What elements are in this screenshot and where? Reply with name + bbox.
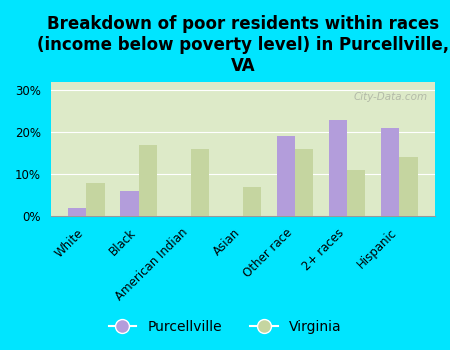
Bar <box>347 170 365 216</box>
Bar <box>381 128 399 216</box>
Bar <box>191 149 209 216</box>
Title: Breakdown of poor residents within races
(income below poverty level) in Purcell: Breakdown of poor residents within races… <box>37 15 449 75</box>
Bar <box>139 145 157 216</box>
Bar <box>243 187 261 216</box>
Bar <box>277 136 295 216</box>
Bar <box>399 158 418 216</box>
Bar <box>120 191 139 216</box>
Bar <box>68 208 86 216</box>
Text: City-Data.com: City-Data.com <box>353 92 428 103</box>
Bar <box>295 149 313 216</box>
Legend: Purcellville, Virginia: Purcellville, Virginia <box>103 314 347 340</box>
Bar <box>329 120 347 216</box>
Bar <box>86 183 105 216</box>
